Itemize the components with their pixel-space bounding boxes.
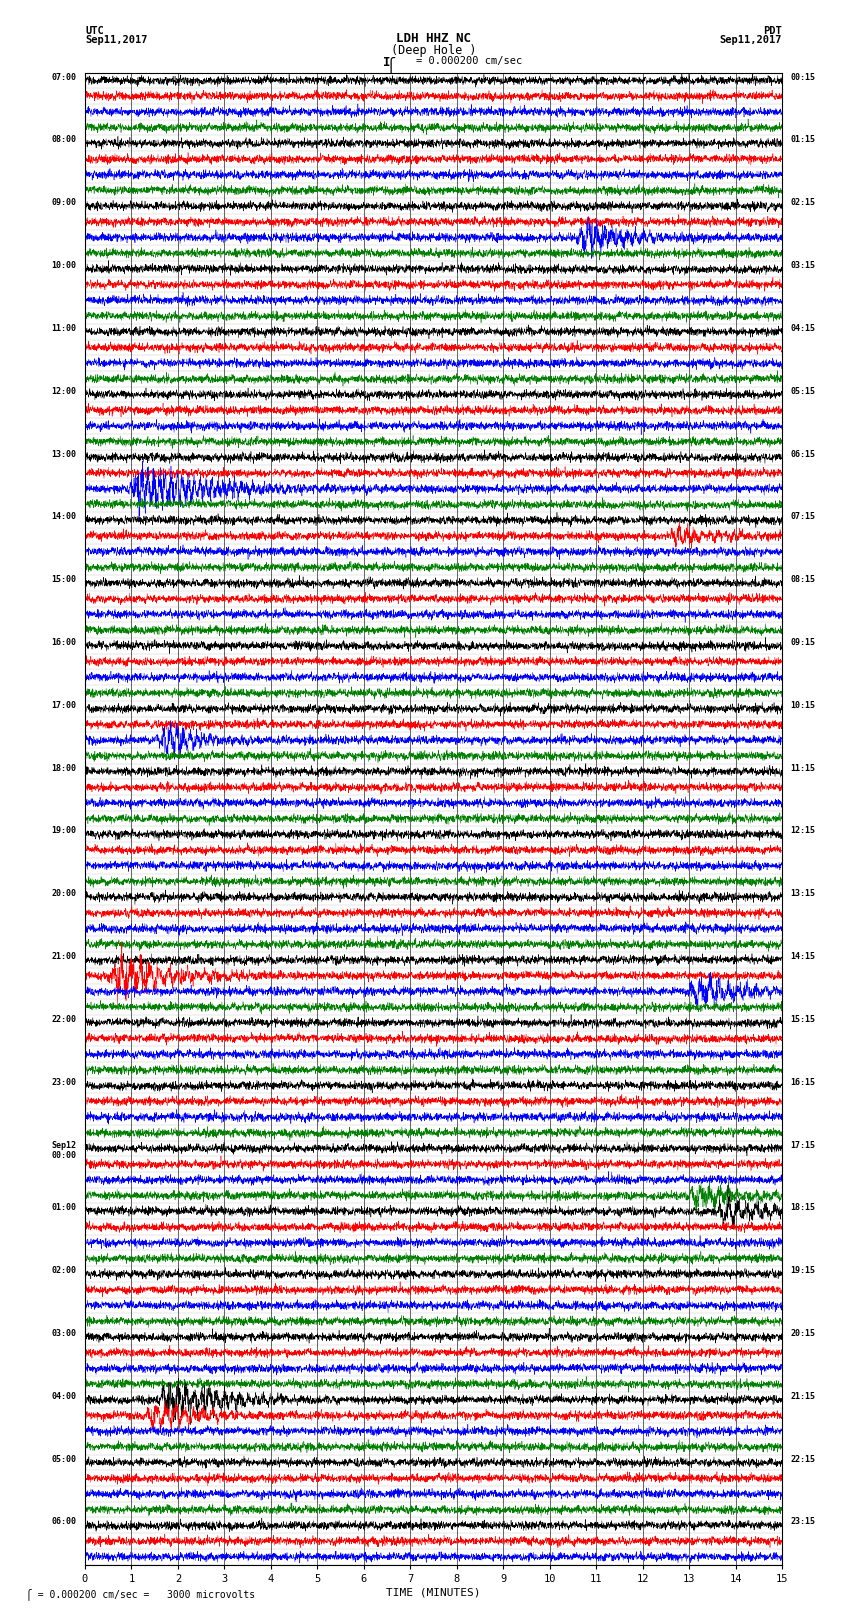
Text: 11:00: 11:00 xyxy=(52,324,76,332)
Text: 00:15: 00:15 xyxy=(790,73,815,82)
Text: 07:00: 07:00 xyxy=(52,73,76,82)
Text: (Deep Hole ): (Deep Hole ) xyxy=(391,44,476,56)
Text: 02:15: 02:15 xyxy=(790,198,815,206)
Text: = 0.000200 cm/sec: = 0.000200 cm/sec xyxy=(416,56,523,66)
Text: PDT: PDT xyxy=(763,26,782,35)
Text: 03:15: 03:15 xyxy=(790,261,815,269)
Text: 18:15: 18:15 xyxy=(790,1203,815,1213)
Text: 19:00: 19:00 xyxy=(52,826,76,836)
Text: 12:15: 12:15 xyxy=(790,826,815,836)
Text: LDH HHZ NC: LDH HHZ NC xyxy=(396,32,471,45)
Text: 07:15: 07:15 xyxy=(790,513,815,521)
Text: 11:15: 11:15 xyxy=(790,763,815,773)
Text: 02:00: 02:00 xyxy=(52,1266,76,1276)
Text: 16:15: 16:15 xyxy=(790,1077,815,1087)
Text: 16:00: 16:00 xyxy=(52,639,76,647)
Text: I: I xyxy=(383,56,390,69)
Text: 18:00: 18:00 xyxy=(52,763,76,773)
Text: UTC: UTC xyxy=(85,26,104,35)
Text: 15:00: 15:00 xyxy=(52,576,76,584)
Text: 06:00: 06:00 xyxy=(52,1518,76,1526)
Text: 13:00: 13:00 xyxy=(52,450,76,458)
Text: 14:15: 14:15 xyxy=(790,952,815,961)
Text: 20:15: 20:15 xyxy=(790,1329,815,1339)
Text: 09:15: 09:15 xyxy=(790,639,815,647)
Text: 10:00: 10:00 xyxy=(52,261,76,269)
Text: 01:00: 01:00 xyxy=(52,1203,76,1213)
Text: Sep11,2017: Sep11,2017 xyxy=(85,35,148,45)
Text: 08:15: 08:15 xyxy=(790,576,815,584)
Text: 22:00: 22:00 xyxy=(52,1015,76,1024)
Text: Sep11,2017: Sep11,2017 xyxy=(719,35,782,45)
Text: 10:15: 10:15 xyxy=(790,700,815,710)
Text: 05:15: 05:15 xyxy=(790,387,815,395)
Text: 20:00: 20:00 xyxy=(52,889,76,898)
Text: 03:00: 03:00 xyxy=(52,1329,76,1339)
Text: 23:00: 23:00 xyxy=(52,1077,76,1087)
Text: 15:15: 15:15 xyxy=(790,1015,815,1024)
Text: 17:15: 17:15 xyxy=(790,1140,815,1150)
X-axis label: TIME (MINUTES): TIME (MINUTES) xyxy=(386,1587,481,1598)
Text: 04:15: 04:15 xyxy=(790,324,815,332)
Text: 21:00: 21:00 xyxy=(52,952,76,961)
Text: 12:00: 12:00 xyxy=(52,387,76,395)
Text: 22:15: 22:15 xyxy=(790,1455,815,1463)
Text: ⎧: ⎧ xyxy=(387,56,395,73)
Text: 17:00: 17:00 xyxy=(52,700,76,710)
Text: 08:00: 08:00 xyxy=(52,135,76,145)
Text: 21:15: 21:15 xyxy=(790,1392,815,1400)
Text: 14:00: 14:00 xyxy=(52,513,76,521)
Text: ⎧ = 0.000200 cm/sec =   3000 microvolts: ⎧ = 0.000200 cm/sec = 3000 microvolts xyxy=(26,1589,255,1600)
Text: 19:15: 19:15 xyxy=(790,1266,815,1276)
Text: 13:15: 13:15 xyxy=(790,889,815,898)
Text: 09:00: 09:00 xyxy=(52,198,76,206)
Text: Sep12
00:00: Sep12 00:00 xyxy=(52,1140,76,1160)
Text: 05:00: 05:00 xyxy=(52,1455,76,1463)
Text: 01:15: 01:15 xyxy=(790,135,815,145)
Text: 06:15: 06:15 xyxy=(790,450,815,458)
Text: 04:00: 04:00 xyxy=(52,1392,76,1400)
Text: 23:15: 23:15 xyxy=(790,1518,815,1526)
